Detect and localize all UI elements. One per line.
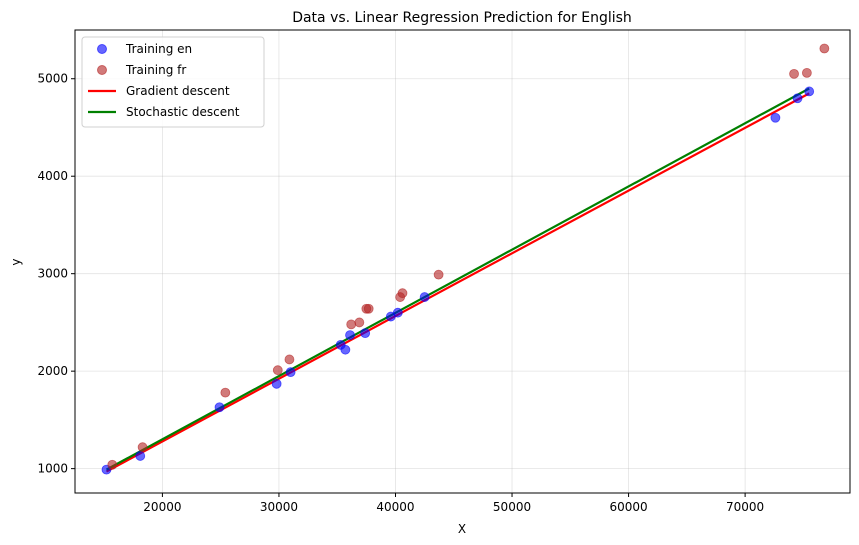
data-point bbox=[135, 451, 146, 461]
y-tick-label: 5000 bbox=[37, 72, 68, 86]
data-point bbox=[354, 317, 365, 328]
legend-label: Training fr bbox=[125, 63, 186, 77]
data-point bbox=[346, 319, 357, 330]
regression-line bbox=[105, 92, 810, 473]
data-point bbox=[801, 67, 812, 78]
regression-lines bbox=[105, 87, 810, 473]
x-tick-label: 60000 bbox=[609, 500, 647, 514]
data-point bbox=[220, 387, 231, 398]
data-point bbox=[107, 459, 118, 470]
legend: Training en Training fr Gradient descent St… bbox=[81, 36, 265, 128]
plot-frame bbox=[74, 29, 851, 494]
legend-marker bbox=[97, 44, 107, 54]
data-point bbox=[272, 365, 283, 376]
y-tick-label: 2000 bbox=[37, 364, 68, 378]
data-point bbox=[433, 269, 444, 280]
x-tick-label: 20000 bbox=[143, 500, 181, 514]
data-point bbox=[137, 442, 148, 453]
y-axis-ticks: 1000 2000 3000 4000 5000 bbox=[37, 72, 75, 476]
data-point bbox=[419, 292, 430, 302]
regression-line bbox=[105, 87, 810, 471]
legend-box bbox=[81, 36, 265, 128]
y-tick-label: 4000 bbox=[37, 169, 68, 183]
data-point bbox=[340, 344, 351, 355]
data-point bbox=[397, 288, 408, 299]
data-point bbox=[363, 303, 374, 314]
data-point bbox=[770, 112, 781, 123]
x-tick-label: 40000 bbox=[376, 500, 414, 514]
x-tick-label: 70000 bbox=[726, 500, 764, 514]
data-point bbox=[271, 378, 282, 389]
data-point bbox=[214, 402, 225, 413]
data-point bbox=[789, 68, 799, 79]
x-axis-label: X bbox=[458, 522, 466, 536]
data-point bbox=[819, 43, 830, 54]
legend-marker bbox=[97, 65, 107, 75]
data-point bbox=[792, 93, 803, 104]
x-tick-label: 50000 bbox=[493, 500, 531, 514]
data-point bbox=[804, 86, 815, 97]
data-points bbox=[101, 43, 830, 475]
data-point bbox=[345, 330, 355, 340]
legend-label: Gradient descent bbox=[126, 84, 230, 98]
legend-label: Training en bbox=[125, 42, 192, 56]
data-point bbox=[392, 307, 403, 318]
data-point bbox=[360, 328, 371, 339]
chart-title: Data vs. Linear Regression Prediction fo… bbox=[292, 10, 632, 26]
x-axis-ticks: 20000 30000 40000 50000 60000 70000 bbox=[143, 493, 764, 514]
y-tick-label: 1000 bbox=[37, 462, 68, 476]
y-tick-label: 3000 bbox=[37, 267, 68, 281]
data-point bbox=[284, 354, 295, 365]
legend-label: Stochastic descent bbox=[126, 105, 240, 119]
x-tick-label: 30000 bbox=[260, 500, 298, 514]
data-point bbox=[285, 367, 296, 378]
y-axis-label: y bbox=[9, 258, 23, 265]
